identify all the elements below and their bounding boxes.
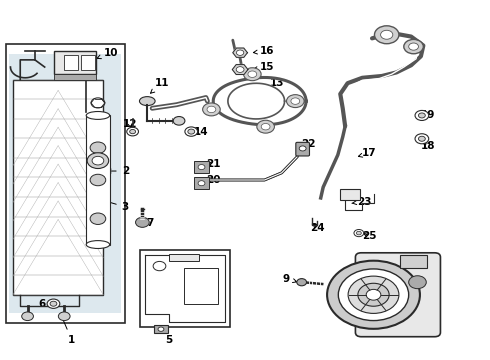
Bar (64, 55, 78, 70)
Circle shape (173, 117, 185, 125)
Circle shape (404, 40, 423, 54)
Text: 8: 8 (392, 292, 405, 302)
Circle shape (297, 279, 307, 286)
Circle shape (327, 261, 420, 329)
Circle shape (409, 43, 418, 50)
Text: 3: 3 (104, 200, 129, 212)
Bar (54, 74, 96, 80)
Text: 4: 4 (206, 287, 220, 305)
Text: 1: 1 (61, 314, 75, 345)
Text: 9: 9 (283, 274, 297, 284)
Circle shape (91, 98, 105, 108)
FancyBboxPatch shape (154, 325, 168, 333)
Text: 22: 22 (301, 139, 316, 149)
Circle shape (153, 261, 166, 271)
Polygon shape (232, 64, 248, 75)
Circle shape (127, 127, 139, 136)
Circle shape (92, 156, 104, 165)
Circle shape (418, 136, 425, 141)
Circle shape (90, 213, 106, 225)
Circle shape (90, 142, 106, 153)
Text: 15: 15 (253, 62, 274, 72)
Text: 23: 23 (352, 197, 372, 207)
Text: 25: 25 (362, 231, 377, 240)
Text: 7: 7 (141, 218, 153, 228)
Circle shape (22, 312, 33, 320)
Circle shape (87, 153, 109, 168)
Circle shape (348, 276, 399, 314)
Text: 2: 2 (107, 166, 129, 176)
Circle shape (236, 67, 244, 72)
FancyBboxPatch shape (194, 161, 209, 173)
Text: 11: 11 (150, 78, 169, 93)
Circle shape (185, 127, 197, 136)
Circle shape (415, 134, 429, 144)
FancyBboxPatch shape (355, 253, 441, 337)
Ellipse shape (140, 96, 155, 105)
Circle shape (203, 103, 220, 116)
FancyBboxPatch shape (54, 51, 96, 74)
Circle shape (136, 217, 149, 227)
Text: 21: 21 (206, 159, 220, 169)
Polygon shape (228, 83, 285, 119)
Bar (81, 55, 95, 70)
Circle shape (358, 283, 389, 306)
Circle shape (130, 130, 136, 134)
Circle shape (237, 50, 244, 55)
Circle shape (291, 98, 300, 104)
Text: 12: 12 (123, 120, 137, 129)
Bar (340, 189, 360, 200)
Circle shape (50, 301, 57, 306)
Bar (184, 268, 218, 304)
Text: 19: 19 (421, 111, 436, 121)
Text: 17: 17 (358, 148, 377, 158)
Text: 5: 5 (163, 328, 173, 345)
Ellipse shape (86, 240, 110, 248)
Text: 24: 24 (310, 224, 325, 233)
Bar (86, 116, 110, 244)
FancyBboxPatch shape (296, 142, 310, 156)
Circle shape (409, 276, 426, 289)
Circle shape (257, 120, 274, 133)
Circle shape (47, 299, 60, 309)
Bar (140, 250, 230, 327)
Text: 20: 20 (206, 175, 220, 185)
Text: 13: 13 (263, 78, 284, 91)
Bar (13, 80, 103, 295)
Bar (9, 54, 121, 313)
Text: 10: 10 (97, 48, 118, 59)
Circle shape (418, 113, 425, 118)
Circle shape (381, 30, 393, 39)
Circle shape (261, 123, 270, 130)
Circle shape (415, 111, 429, 121)
Circle shape (158, 327, 164, 331)
Polygon shape (233, 48, 247, 57)
Circle shape (338, 269, 409, 320)
Circle shape (198, 165, 205, 170)
Circle shape (354, 229, 364, 237)
Circle shape (188, 129, 195, 134)
Circle shape (58, 312, 70, 320)
Bar (400, 255, 427, 268)
Text: 6: 6 (39, 299, 52, 309)
Circle shape (248, 71, 257, 77)
Circle shape (207, 106, 216, 113)
Ellipse shape (86, 112, 110, 120)
Circle shape (244, 68, 261, 81)
Circle shape (198, 181, 205, 186)
Circle shape (299, 146, 306, 151)
Text: 18: 18 (421, 141, 436, 151)
Circle shape (366, 289, 381, 300)
Bar (5, 44, 125, 323)
FancyBboxPatch shape (194, 177, 209, 189)
Circle shape (374, 26, 399, 44)
Circle shape (90, 174, 106, 186)
Circle shape (287, 95, 304, 108)
Circle shape (356, 231, 361, 235)
Text: 14: 14 (194, 127, 208, 136)
Bar (169, 254, 198, 261)
Text: 16: 16 (253, 46, 274, 56)
